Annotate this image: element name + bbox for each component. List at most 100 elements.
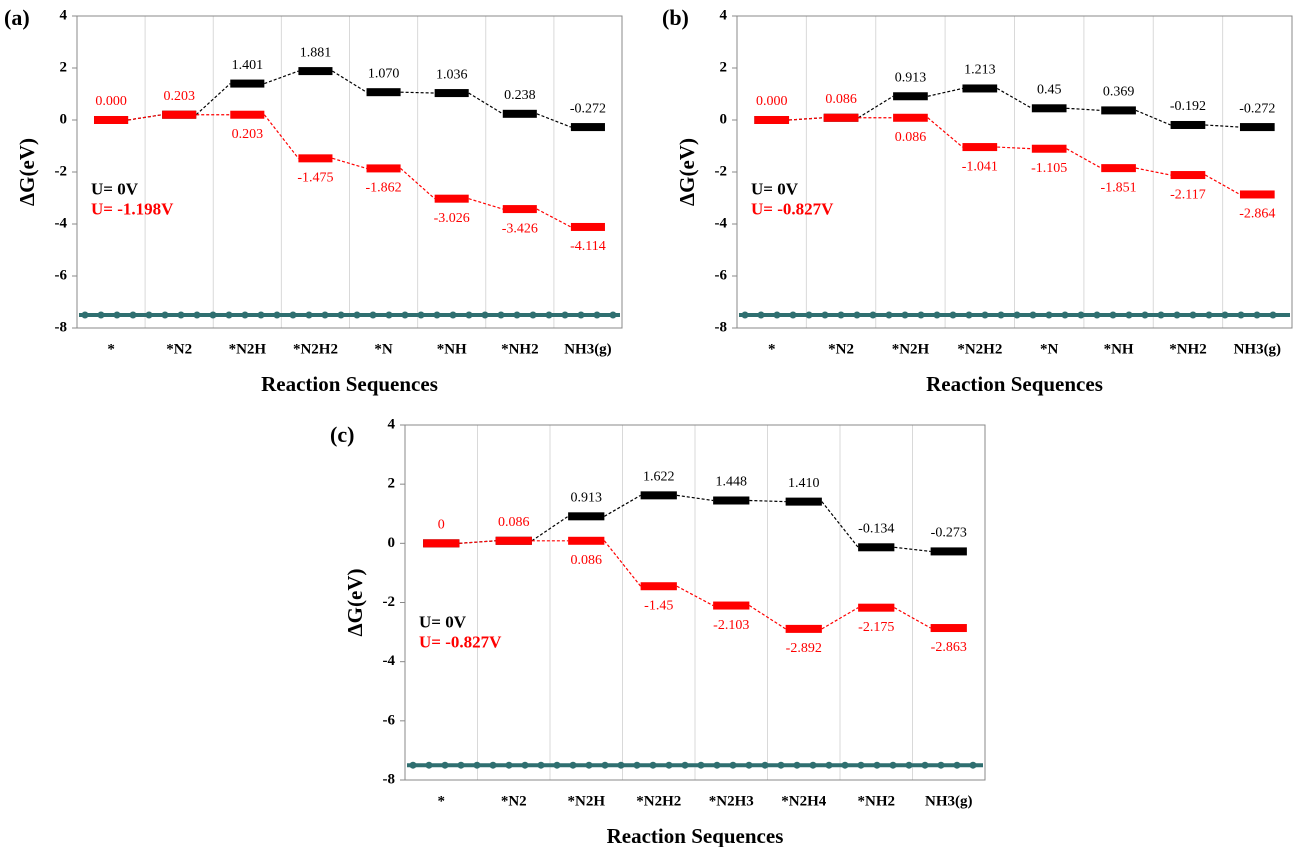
y-tick-label: 4 xyxy=(388,416,396,432)
panel-label: (c) xyxy=(330,422,354,447)
surface-atom xyxy=(789,311,797,319)
level-bar xyxy=(434,194,469,203)
level-bar xyxy=(858,543,895,552)
surface-atom xyxy=(697,761,705,769)
x-tick-label: *N xyxy=(374,341,393,357)
surface-atom xyxy=(1109,311,1117,319)
level-bar xyxy=(1101,164,1136,173)
x-tick-label: *N xyxy=(1040,341,1059,357)
value-label: -2.103 xyxy=(713,618,749,633)
value-label: -0.272 xyxy=(570,101,606,116)
level-bar xyxy=(1031,104,1067,113)
surface-atom xyxy=(225,311,233,319)
connector xyxy=(1204,174,1241,195)
y-tick-label: -2 xyxy=(55,163,68,179)
value-label: -3.026 xyxy=(434,211,470,226)
level-bar xyxy=(570,222,605,231)
surface-atom xyxy=(805,311,813,319)
x-tick-label: *N2 xyxy=(828,341,854,357)
surface-atom xyxy=(885,311,893,319)
surface-atom xyxy=(465,311,473,319)
x-tick-label: * xyxy=(438,793,446,809)
surface-atom xyxy=(193,311,201,319)
surface-atom xyxy=(633,761,641,769)
surface-atom xyxy=(921,761,929,769)
level-bar xyxy=(930,624,967,633)
y-axis-label: ΔG(eV) xyxy=(675,138,699,206)
surface-atom xyxy=(609,311,617,319)
surface-atom xyxy=(1189,311,1197,319)
surface-atom xyxy=(289,311,297,319)
value-label: 0.086 xyxy=(825,92,857,107)
value-label: -1.475 xyxy=(297,171,333,186)
level-bar xyxy=(423,539,460,548)
surface-atom xyxy=(257,311,265,319)
y-tick-label: -4 xyxy=(715,215,728,231)
level-bar xyxy=(640,582,677,591)
connector xyxy=(332,70,367,93)
surface-atom xyxy=(545,311,553,319)
connector xyxy=(749,499,786,503)
value-label: -2.863 xyxy=(931,640,967,655)
connector xyxy=(927,117,963,148)
value-label: -0.273 xyxy=(931,526,967,541)
value-label: -2.175 xyxy=(858,620,894,635)
connector xyxy=(927,87,963,97)
level-bar xyxy=(893,92,928,101)
legend-entry: U= -0.827V xyxy=(751,200,834,219)
value-label: 0.45 xyxy=(1037,83,1062,98)
surface-atom xyxy=(889,761,897,769)
panel-label: (a) xyxy=(4,5,30,30)
value-label: 0.238 xyxy=(504,88,536,103)
x-tick-label: *NH2 xyxy=(501,341,539,357)
value-label: -0.134 xyxy=(858,522,894,537)
connector xyxy=(468,92,504,115)
level-bar xyxy=(1031,144,1067,153)
x-axis-label: Reaction Sequences xyxy=(261,372,438,396)
surface-atom xyxy=(481,311,489,319)
value-label: 0.000 xyxy=(95,94,127,109)
connector xyxy=(997,146,1032,150)
level-bar xyxy=(230,110,265,119)
surface-atom xyxy=(177,311,185,319)
connector xyxy=(1066,148,1102,169)
connector xyxy=(894,546,931,553)
y-tick-label: -4 xyxy=(55,215,68,231)
value-label: -3.426 xyxy=(502,221,538,236)
surface-atom xyxy=(305,311,313,319)
surface-atom xyxy=(577,311,585,319)
surface-atom xyxy=(901,311,909,319)
surface-atom xyxy=(793,761,801,769)
connector xyxy=(1205,124,1241,128)
x-tick-label: *NH xyxy=(437,341,467,357)
x-tick-label: *N2H xyxy=(568,793,606,809)
surface-atom xyxy=(969,761,977,769)
y-tick-label: 2 xyxy=(60,59,68,75)
surface-atom xyxy=(529,311,537,319)
level-bar xyxy=(785,624,822,633)
surface-atom xyxy=(241,311,249,319)
connector xyxy=(332,157,367,169)
x-tick-label: *N2H xyxy=(229,341,267,357)
level-bar xyxy=(366,88,401,97)
connector xyxy=(604,494,641,517)
level-bar xyxy=(858,603,895,612)
level-bar xyxy=(298,154,333,163)
x-tick-label: *N2 xyxy=(166,341,192,357)
surface-atom xyxy=(505,761,513,769)
level-bar xyxy=(162,110,197,119)
level-bar xyxy=(713,601,750,610)
connector xyxy=(468,198,503,210)
level-bar xyxy=(1101,106,1136,115)
surface-atom xyxy=(917,311,925,319)
connector xyxy=(263,114,299,159)
surface-atom xyxy=(905,761,913,769)
surface-atom xyxy=(337,311,345,319)
value-label: -1.105 xyxy=(1031,161,1067,176)
level-bar xyxy=(823,113,859,122)
y-tick-label: -2 xyxy=(383,594,396,610)
surface-atom xyxy=(513,311,521,319)
surface-atom xyxy=(1045,311,1053,319)
